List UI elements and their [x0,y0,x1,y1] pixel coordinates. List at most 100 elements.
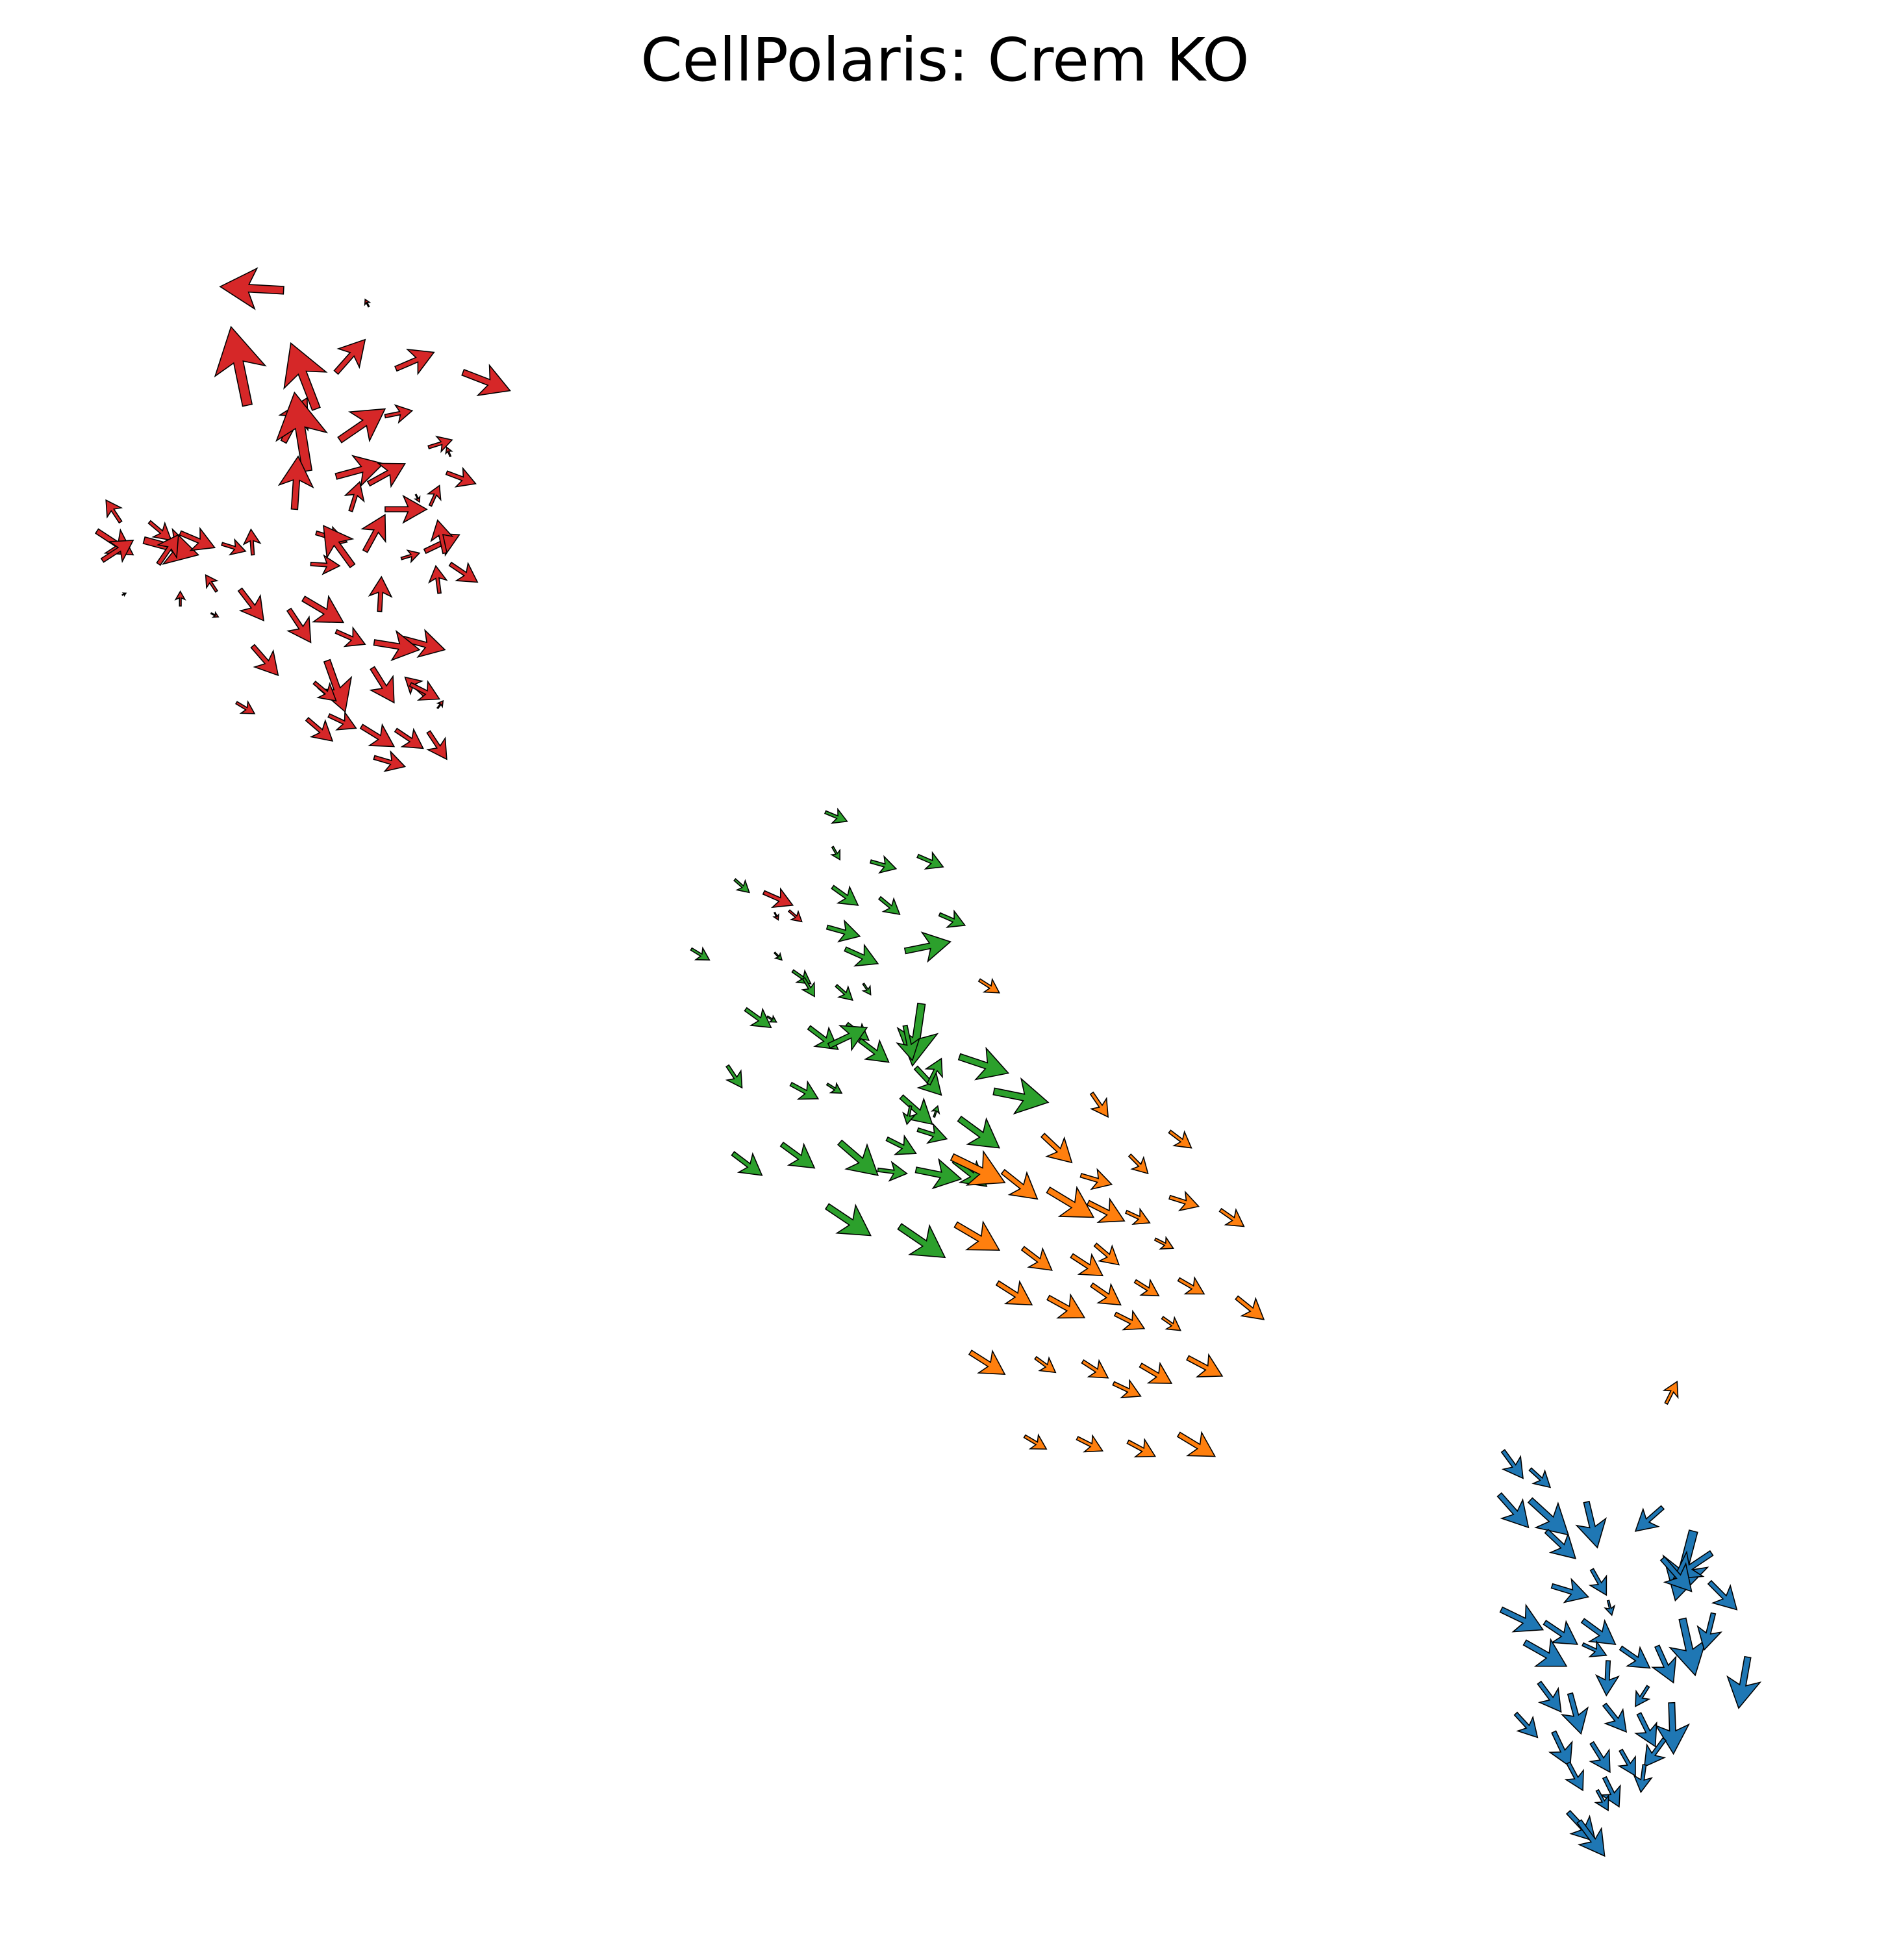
arrow-0-32 [221,538,247,556]
arrow-2-28 [1081,1359,1109,1379]
arrow-2-31 [1112,1378,1142,1399]
arrow-3-0 [1500,1449,1524,1479]
arrow-3-4 [1544,1528,1577,1560]
arrow-0-15 [445,446,453,458]
arrow-1-39 [779,1141,816,1169]
arrow-3-30 [1726,1655,1762,1709]
arrow-3-32 [1513,1711,1539,1739]
arrow-2-25 [1161,1316,1182,1331]
arrow-3-23 [1595,1660,1620,1697]
arrow-2-6 [1000,1168,1039,1200]
arrow-1-12 [903,931,951,963]
arrow-1-5 [831,885,859,906]
arrow-2-20 [1089,1282,1122,1306]
arrow-1-27 [924,1057,943,1086]
arrow-0-48 [401,629,446,658]
arrow-0-44 [205,573,219,593]
arrow-0-37 [448,561,479,583]
arrow-3-38 [1600,1776,1621,1808]
arrow-0-22 [360,514,386,553]
arrow-1-32 [992,1077,1050,1115]
arrow-1-31 [899,1094,933,1125]
arrow-2-35 [1176,1431,1216,1457]
arrow-1-16 [861,983,872,996]
arrow-0-10 [384,404,414,424]
arrow-3-36 [1633,1764,1654,1794]
arrow-1-19 [766,1014,777,1023]
arrow-2-23 [1235,1295,1265,1320]
arrow-0-64 [762,887,794,909]
arrow-1-29 [789,1080,820,1100]
arrow-2-36 [1662,1380,1679,1405]
arrow-1-25 [957,1046,1010,1081]
arrow-0-33 [242,528,262,556]
arrow-2-34 [1126,1438,1157,1458]
arrow-0-36 [400,549,421,564]
arrow-0-53 [235,700,256,714]
arrow-0-43 [237,587,264,622]
arrow-1-11 [844,943,879,967]
arrow-1-30 [825,1081,843,1094]
arrow-0-42 [286,607,312,644]
arrow-0-30 [100,540,134,563]
arrow-2-22 [1177,1275,1205,1295]
arrow-0-58 [359,723,396,748]
arrow-0-12 [366,462,407,488]
arrow-0-38 [428,564,448,594]
arrow-0-62 [436,699,444,710]
arrow-1-2 [869,855,898,874]
arrow-3-5 [1575,1500,1607,1549]
arrow-0-47 [250,644,279,677]
arrow-1-8 [825,919,861,943]
arrow-3-3 [1527,1497,1569,1536]
arrow-1-45 [897,1223,946,1259]
arrow-1-0 [824,807,848,824]
arrow-0-50 [317,659,353,713]
arrow-3-24 [1635,1685,1651,1707]
arrow-0-19 [413,494,421,503]
arrow-0-39 [301,594,345,623]
arrow-1-22 [827,1025,868,1052]
arrow-2-30 [1186,1353,1224,1377]
arrow-3-1 [1528,1467,1552,1489]
arrow-0-18 [384,494,428,524]
arrow-0-40 [368,575,393,612]
arrow-series-2 [950,977,1679,1458]
arrow-1-15 [835,983,853,1001]
arrow-2-16 [1093,1242,1120,1266]
arrow-2-15 [1070,1253,1104,1277]
arrow-3-18 [1581,1640,1607,1657]
arrow-series-3 [1496,1449,1762,1857]
arrow-1-37 [957,1115,1001,1149]
arrow-3-26 [1560,1692,1589,1735]
arrow-3-25 [1537,1680,1562,1713]
arrow-0-13 [427,435,453,453]
arrow-0-56 [312,680,337,702]
arrow-3-13 [1604,1600,1616,1616]
arrow-2-3 [1040,1133,1073,1164]
arrow-1-28 [725,1064,743,1089]
arrow-2-4 [1128,1153,1149,1175]
arrow-2-9 [1086,1197,1126,1224]
arrow-1-4 [733,878,750,894]
arrow-0-57 [394,727,424,749]
arrow-1-38 [731,1151,763,1176]
arrow-3-11 [1588,1568,1607,1596]
arrow-0-5 [461,364,511,397]
arrow-3-34 [1589,1740,1611,1774]
arrow-3-22 [1696,1612,1723,1651]
arrow-2-32 [1023,1433,1048,1450]
arrow-1-13 [791,969,812,985]
arrow-0-61 [409,680,441,701]
arrow-1-17 [896,1002,939,1067]
arrow-2-19 [1046,1293,1086,1319]
arrow-1-6 [877,896,901,916]
arrow-2-11 [1168,1190,1200,1212]
arrow-0-17 [344,481,365,512]
arrow-3-31 [1643,1737,1667,1768]
arrow-3-12 [1550,1577,1590,1603]
arrow-3-35 [1617,1748,1636,1777]
arrow-0-31 [156,534,179,566]
arrow-3-2 [1496,1492,1530,1529]
arrow-3-21 [1668,1617,1707,1677]
